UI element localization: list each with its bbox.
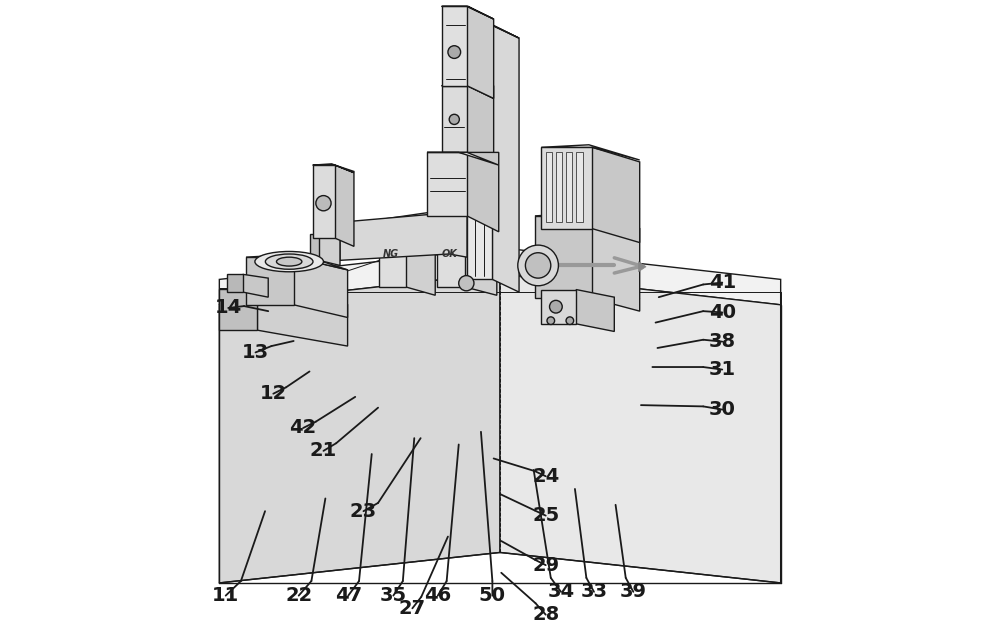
Polygon shape (340, 213, 467, 235)
Polygon shape (335, 165, 354, 246)
Text: 30: 30 (709, 400, 736, 419)
Polygon shape (313, 165, 335, 238)
Text: 50: 50 (479, 586, 506, 605)
Text: 41: 41 (709, 273, 736, 292)
Polygon shape (442, 6, 467, 86)
Text: 47: 47 (335, 586, 362, 605)
Text: 33: 33 (580, 582, 607, 601)
Text: 42: 42 (290, 418, 317, 438)
Polygon shape (576, 290, 614, 331)
Polygon shape (257, 289, 348, 346)
Polygon shape (406, 221, 435, 295)
Polygon shape (638, 262, 646, 272)
Polygon shape (592, 216, 640, 311)
Polygon shape (492, 25, 519, 292)
Text: 38: 38 (709, 332, 736, 351)
Polygon shape (442, 86, 494, 98)
Text: 27: 27 (399, 599, 426, 618)
Text: 24: 24 (532, 467, 559, 486)
Ellipse shape (265, 254, 313, 269)
Text: 46: 46 (424, 586, 451, 605)
Polygon shape (219, 273, 500, 583)
Polygon shape (219, 289, 257, 330)
Polygon shape (442, 86, 467, 152)
Text: 28: 28 (532, 605, 559, 624)
Polygon shape (294, 257, 348, 318)
Text: NG: NG (383, 249, 399, 259)
Circle shape (547, 317, 555, 324)
Text: 23: 23 (350, 502, 377, 521)
Circle shape (448, 46, 461, 58)
Polygon shape (467, 25, 519, 38)
Text: 29: 29 (532, 556, 559, 575)
Ellipse shape (255, 251, 323, 272)
Polygon shape (436, 218, 497, 229)
Polygon shape (340, 222, 427, 248)
Polygon shape (246, 257, 294, 305)
Text: 11: 11 (212, 586, 239, 605)
Circle shape (449, 114, 459, 124)
Polygon shape (219, 289, 348, 305)
Polygon shape (436, 221, 465, 287)
Polygon shape (243, 274, 268, 297)
Polygon shape (541, 145, 640, 160)
Polygon shape (340, 213, 467, 260)
Polygon shape (541, 147, 592, 229)
Bar (556, 152, 562, 222)
Circle shape (525, 253, 551, 278)
Circle shape (550, 300, 562, 313)
Circle shape (518, 245, 558, 286)
Text: 31: 31 (709, 360, 736, 379)
Polygon shape (427, 152, 499, 165)
Text: 25: 25 (532, 506, 559, 525)
Circle shape (566, 317, 574, 324)
Polygon shape (592, 147, 640, 243)
Polygon shape (219, 248, 781, 305)
Circle shape (459, 276, 474, 291)
Text: 22: 22 (285, 586, 312, 605)
Polygon shape (467, 6, 494, 98)
Polygon shape (310, 234, 319, 260)
Text: 12: 12 (260, 384, 287, 403)
Polygon shape (442, 6, 494, 19)
Polygon shape (313, 164, 354, 173)
Polygon shape (467, 152, 499, 232)
Text: OK: OK (441, 249, 457, 259)
Polygon shape (319, 234, 340, 265)
Polygon shape (379, 221, 406, 287)
Polygon shape (541, 290, 576, 324)
Text: 35: 35 (380, 586, 407, 605)
Polygon shape (246, 254, 348, 270)
Bar (576, 152, 583, 222)
Text: 39: 39 (620, 582, 647, 601)
Text: 21: 21 (310, 441, 337, 460)
Text: 13: 13 (242, 343, 269, 362)
Polygon shape (535, 213, 640, 229)
Polygon shape (535, 216, 592, 298)
Bar (566, 152, 572, 222)
Ellipse shape (276, 257, 302, 266)
Polygon shape (379, 218, 435, 229)
Polygon shape (227, 274, 243, 292)
Polygon shape (467, 86, 494, 165)
Text: 40: 40 (709, 303, 736, 322)
Polygon shape (500, 273, 781, 583)
Circle shape (316, 196, 331, 211)
Polygon shape (427, 152, 467, 216)
Polygon shape (467, 25, 492, 279)
Text: 14: 14 (215, 298, 242, 318)
Text: 34: 34 (547, 582, 575, 601)
Polygon shape (465, 221, 497, 295)
Bar (546, 152, 552, 222)
